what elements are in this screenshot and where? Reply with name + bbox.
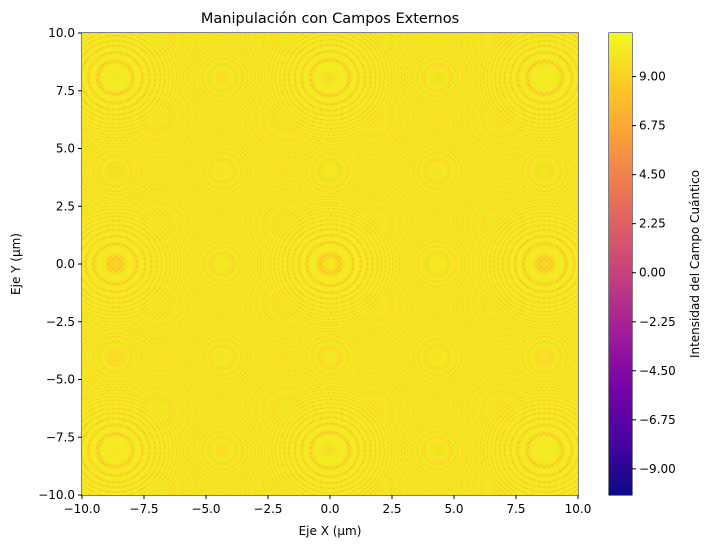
colorbar-tick-label: 0.00 xyxy=(639,266,666,280)
x-axis-ticks: −10.0 −7.5 −5.0 −2.5 0.0 2.5 5.0 7.5 10.0 xyxy=(64,495,592,516)
x-tick-label: −2.5 xyxy=(253,502,282,516)
y-tick-label: 0.0 xyxy=(56,257,75,271)
colorbar-tick-label: 9.00 xyxy=(639,70,666,84)
colorbar-tick-label: −2.25 xyxy=(639,315,676,329)
y-tick-label: −2.5 xyxy=(46,315,75,329)
colorbar-tick-label: 6.75 xyxy=(639,119,666,133)
y-axis-label: Eje Y (µm) xyxy=(9,233,23,295)
x-tick-label: 5.0 xyxy=(444,502,463,516)
y-tick-label: −5.0 xyxy=(46,373,75,387)
colorbar-tick-label: −9.00 xyxy=(639,462,676,476)
y-tick-label: −7.5 xyxy=(46,430,75,444)
y-tick-label: 10.0 xyxy=(48,26,75,40)
y-tick-label: 5.0 xyxy=(56,142,75,156)
y-tick-label: −10.0 xyxy=(38,488,75,502)
x-tick-label: 10.0 xyxy=(565,502,592,516)
colorbar-tick-label: 2.25 xyxy=(639,217,666,231)
x-tick-label: 7.5 xyxy=(506,502,525,516)
x-tick-label: 2.5 xyxy=(382,502,401,516)
x-tick-label: −10.0 xyxy=(64,502,101,516)
colorbar-ticks: −9.00 −6.75 −4.50 −2.25 0.00 2.25 4.50 6.75 9.00 xyxy=(632,70,676,476)
x-tick-label: −7.5 xyxy=(129,502,158,516)
colorbar-tick-label: −4.50 xyxy=(639,364,676,378)
y-tick-label: 7.5 xyxy=(56,84,75,98)
colorbar-tick-label: 4.50 xyxy=(639,168,666,182)
x-tick-label: 0.0 xyxy=(320,502,339,516)
field-heatmap xyxy=(82,33,578,495)
y-tick-label: 2.5 xyxy=(56,199,75,213)
colorbar-label: Intensidad del Campo Cuántico xyxy=(688,170,702,358)
x-axis-label: Eje X (µm) xyxy=(299,524,362,538)
chart-title: Manipulación con Campos Externos xyxy=(201,11,459,27)
colorbar xyxy=(609,33,632,495)
colorbar-tick-label: −6.75 xyxy=(639,413,676,427)
x-tick-label: −5.0 xyxy=(191,502,220,516)
y-axis-ticks: −10.0 −7.5 −5.0 −2.5 0.0 2.5 5.0 7.5 10.0 xyxy=(38,26,82,502)
